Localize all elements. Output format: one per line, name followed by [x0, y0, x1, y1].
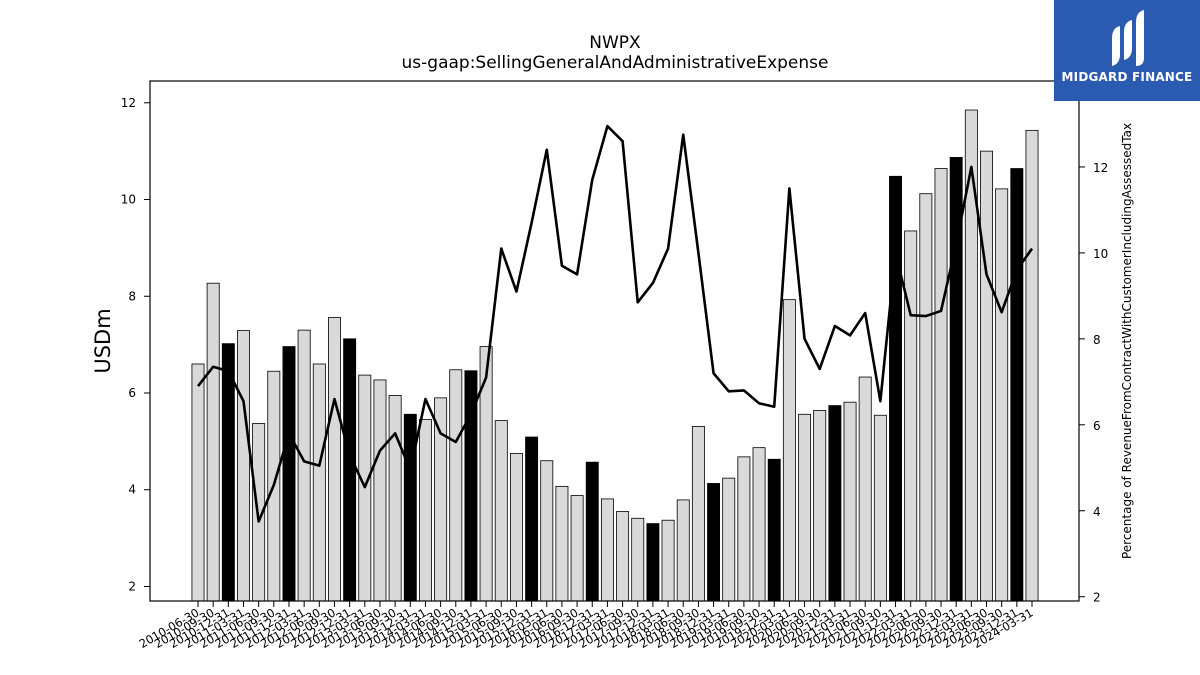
y-tick-label: 12 — [121, 96, 136, 110]
y-axis-right: 2 4 6 8 10 12 — [1079, 161, 1108, 605]
bar — [1010, 168, 1024, 602]
bar — [767, 458, 781, 602]
bar — [980, 150, 993, 602]
y-tick-label: 6 — [128, 386, 136, 400]
bar — [858, 376, 872, 602]
bar — [722, 477, 736, 602]
bar — [737, 456, 751, 602]
bar — [919, 193, 933, 602]
bar — [388, 395, 402, 602]
bar — [873, 414, 887, 602]
bar — [449, 369, 463, 602]
bar — [691, 425, 705, 602]
bar — [418, 419, 432, 602]
y-tick-label: 4 — [128, 483, 136, 497]
bar — [494, 420, 508, 602]
bar — [843, 401, 857, 602]
bar — [798, 413, 812, 602]
bar — [904, 230, 918, 602]
bar — [782, 299, 796, 602]
bar — [525, 436, 539, 602]
y-tick-label: 2 — [128, 579, 136, 593]
bar — [555, 485, 569, 602]
bar — [889, 175, 902, 602]
y-right-tick-label: 4 — [1093, 505, 1101, 519]
y-axis-label-left: USDm — [91, 308, 115, 373]
bar — [403, 413, 417, 602]
bar — [312, 363, 326, 602]
bar — [206, 282, 220, 602]
bar — [191, 363, 205, 602]
bar — [631, 517, 645, 602]
bar — [1025, 129, 1039, 602]
y-right-tick-label: 10 — [1093, 247, 1108, 261]
y-right-tick-label: 2 — [1093, 591, 1101, 605]
y-right-tick-label: 6 — [1093, 419, 1101, 433]
brand-logo: MIDGARD FINANCE — [1054, 0, 1200, 101]
bar — [540, 460, 554, 602]
bar-series — [191, 109, 1039, 602]
bar — [676, 499, 690, 602]
y-right-tick-label: 8 — [1093, 333, 1101, 347]
bar — [752, 447, 766, 602]
bar — [297, 329, 311, 602]
ratio-line — [196, 124, 1034, 523]
bar — [570, 495, 584, 602]
bar — [828, 405, 842, 602]
chart-subtitle: us-gaap:SellingGeneralAndAdministrativeE… — [402, 53, 829, 73]
bar — [995, 188, 1009, 602]
y-axis-left: 2 4 6 8 10 12 — [121, 96, 150, 593]
y-tick-label: 8 — [128, 289, 136, 303]
bar — [934, 168, 948, 602]
bar — [646, 523, 660, 602]
logo-mark-icon — [1112, 10, 1144, 66]
bar — [813, 410, 827, 602]
bar — [373, 379, 387, 602]
y-axis-label-right: Percentage of RevenueFromContractWithCus… — [1120, 123, 1134, 559]
plot-frame — [149, 80, 1080, 602]
bar — [707, 483, 721, 602]
x-axis: 2010-06-302010-09-302010-12-312011-03-31… — [137, 601, 1036, 651]
bar — [434, 397, 448, 602]
bar — [585, 461, 599, 602]
y-right-tick-label: 12 — [1093, 161, 1108, 175]
chart-title: NWPX — [589, 33, 641, 53]
bar — [600, 498, 614, 602]
logo-text: MIDGARD FINANCE — [1061, 70, 1193, 84]
bar — [509, 453, 523, 602]
bar — [616, 511, 630, 602]
bar — [343, 338, 357, 602]
bar — [661, 519, 675, 602]
bar — [282, 346, 296, 602]
bar — [328, 317, 341, 602]
bar — [237, 330, 250, 602]
y-tick-label: 10 — [121, 193, 136, 207]
